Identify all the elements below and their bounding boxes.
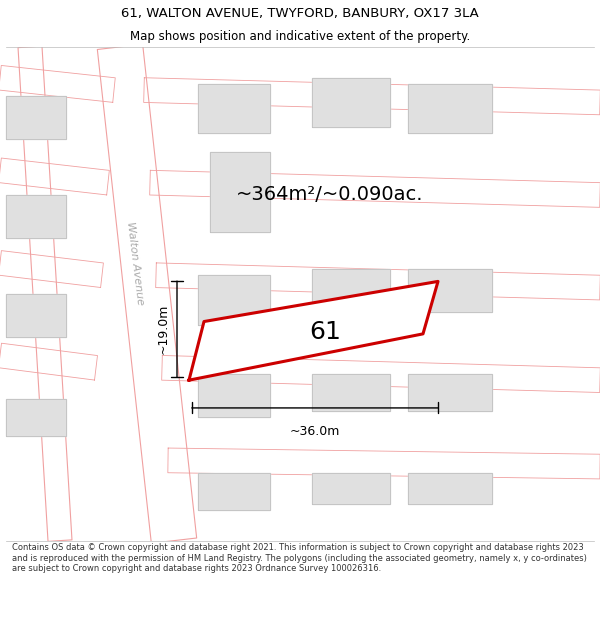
Polygon shape [408,84,492,133]
Polygon shape [198,84,270,133]
Polygon shape [149,171,600,208]
Polygon shape [312,269,390,312]
Polygon shape [312,472,390,504]
Polygon shape [408,472,492,504]
Polygon shape [408,374,492,411]
Polygon shape [0,251,103,288]
Polygon shape [6,96,66,139]
Polygon shape [18,46,72,541]
Polygon shape [0,158,109,195]
Polygon shape [198,374,270,418]
Polygon shape [312,374,390,411]
Text: 61: 61 [310,321,341,344]
Polygon shape [6,399,66,436]
Polygon shape [97,44,197,543]
Polygon shape [198,472,270,510]
Polygon shape [198,275,270,324]
Text: Walton Avenue: Walton Avenue [125,221,145,305]
Polygon shape [0,66,115,102]
Text: Map shows position and indicative extent of the property.: Map shows position and indicative extent… [130,30,470,43]
Polygon shape [6,195,66,238]
Polygon shape [210,152,270,232]
Polygon shape [168,448,600,479]
Text: Contains OS data © Crown copyright and database right 2021. This information is : Contains OS data © Crown copyright and d… [12,543,587,573]
Polygon shape [312,78,390,127]
Text: ~19.0m: ~19.0m [157,304,170,354]
Polygon shape [161,356,600,392]
Polygon shape [189,281,438,380]
Text: 61, WALTON AVENUE, TWYFORD, BANBURY, OX17 3LA: 61, WALTON AVENUE, TWYFORD, BANBURY, OX1… [121,7,479,19]
Text: ~36.0m: ~36.0m [290,425,340,438]
Polygon shape [155,263,600,300]
Text: ~364m²/~0.090ac.: ~364m²/~0.090ac. [236,186,424,204]
Polygon shape [143,78,600,115]
Polygon shape [408,269,492,312]
Polygon shape [6,294,66,337]
Polygon shape [0,343,97,380]
